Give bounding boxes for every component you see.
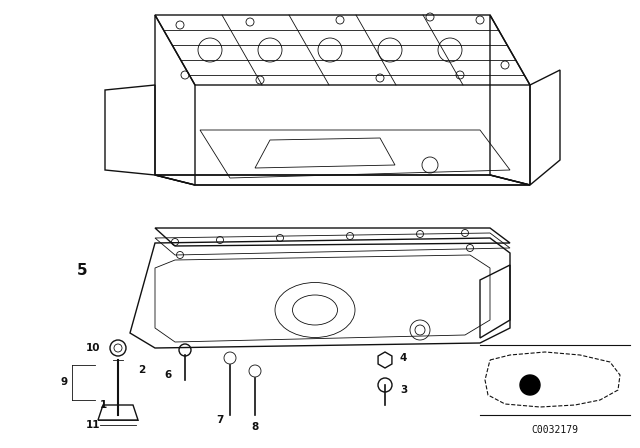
Text: C0032179: C0032179 bbox=[531, 425, 579, 435]
Text: 3: 3 bbox=[400, 385, 407, 395]
Text: 2: 2 bbox=[138, 365, 145, 375]
Text: 5: 5 bbox=[77, 263, 87, 277]
Text: 6: 6 bbox=[164, 370, 172, 380]
Text: 11: 11 bbox=[86, 420, 100, 430]
Text: 9: 9 bbox=[61, 377, 68, 387]
Text: 7: 7 bbox=[216, 415, 224, 425]
Circle shape bbox=[520, 375, 540, 395]
Text: 4: 4 bbox=[400, 353, 408, 363]
Text: 1: 1 bbox=[100, 400, 107, 410]
Text: 8: 8 bbox=[252, 422, 259, 432]
Text: 10: 10 bbox=[86, 343, 100, 353]
